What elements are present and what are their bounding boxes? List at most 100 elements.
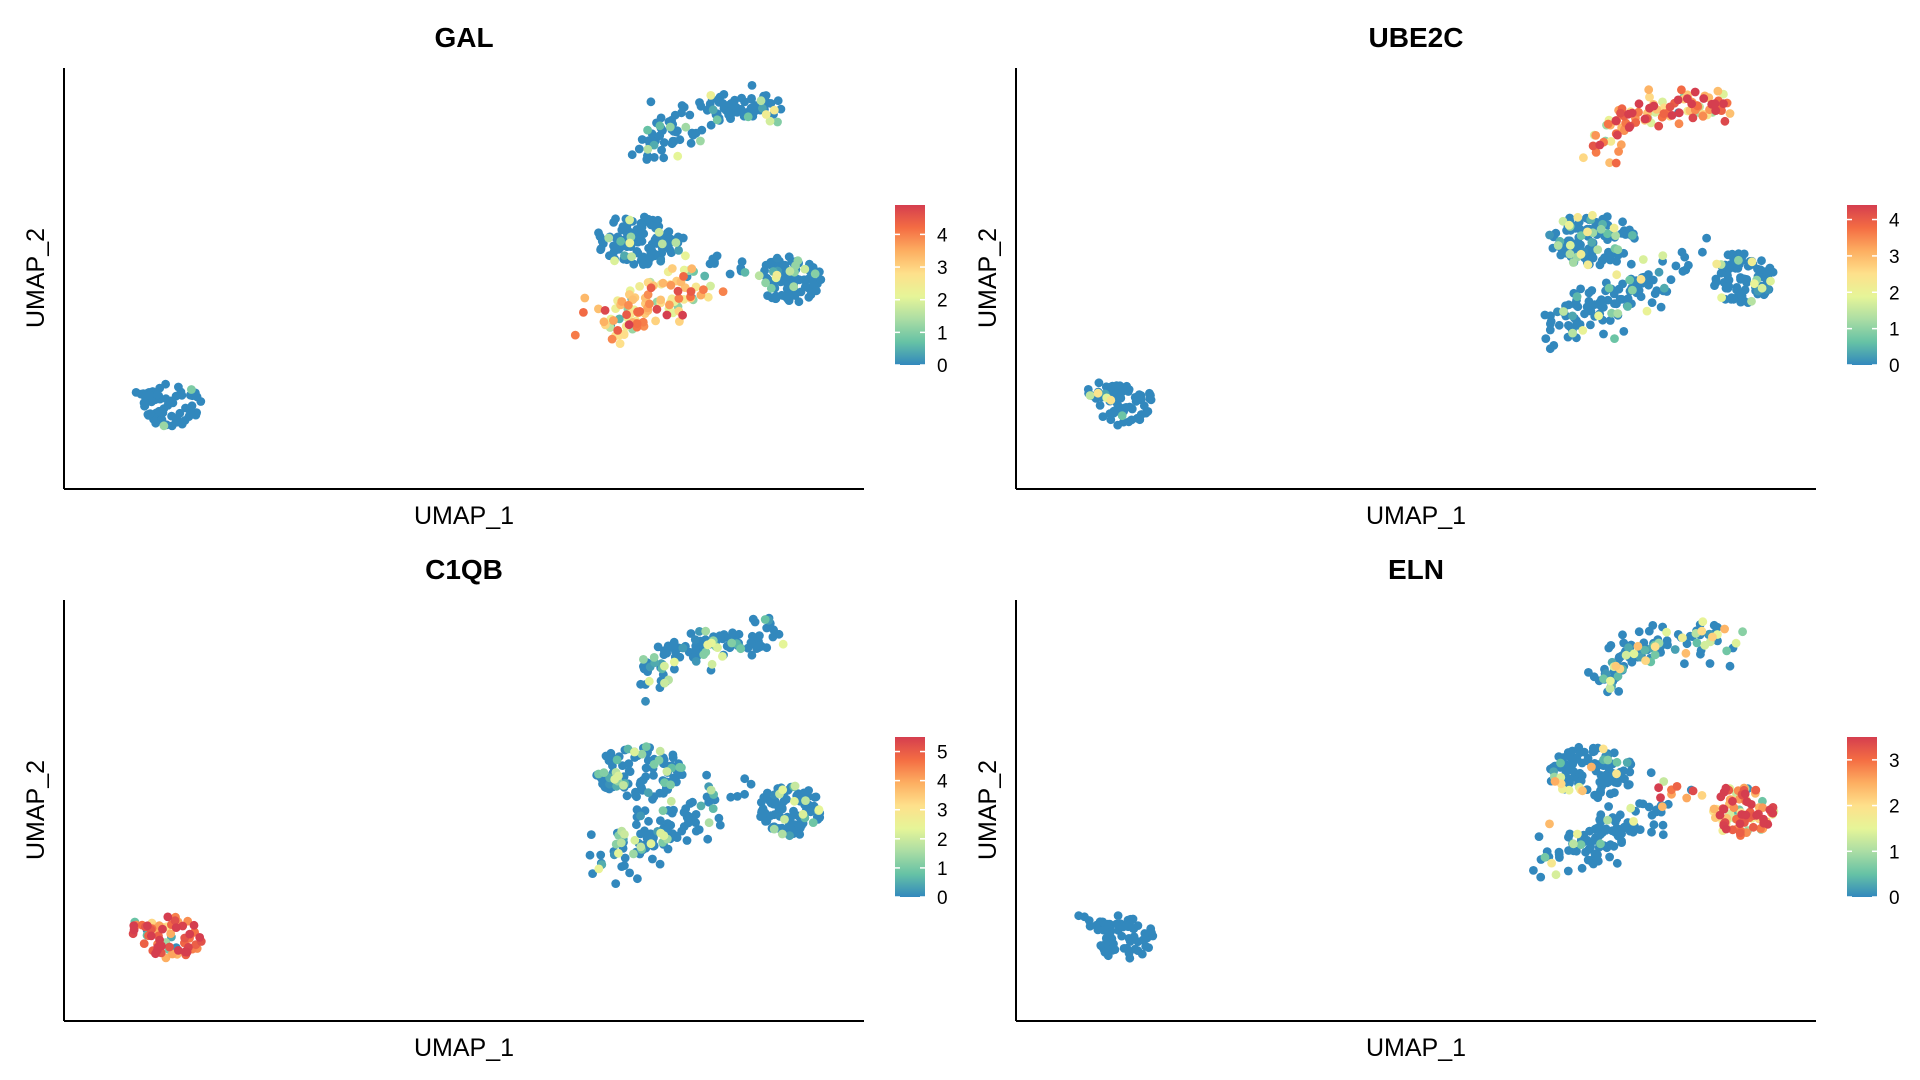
cell-point xyxy=(743,112,753,122)
cell-point xyxy=(706,281,715,291)
cell-point xyxy=(1624,123,1634,132)
cell-point xyxy=(691,810,701,819)
cell-point xyxy=(675,762,684,772)
scatter-points xyxy=(128,613,825,963)
cell-point xyxy=(627,150,637,160)
cell-point xyxy=(632,820,641,830)
cell-point xyxy=(642,155,652,164)
cell-point xyxy=(671,238,681,248)
cell-point xyxy=(652,304,662,314)
cell-point xyxy=(662,767,672,776)
color-legend: 0 1 2 3 4 xyxy=(895,205,948,377)
cell-point xyxy=(746,779,756,789)
cell-point xyxy=(1598,744,1608,754)
cell-point xyxy=(1716,268,1726,278)
cell-point xyxy=(1640,114,1650,124)
cell-point xyxy=(812,286,821,296)
cell-point xyxy=(1540,852,1550,862)
cell-point xyxy=(660,678,669,688)
cell-point xyxy=(1690,87,1700,97)
panel-eln: ELN UMAP_1 UMAP_2 0 1 2 3 xyxy=(974,554,1900,1062)
cell-point xyxy=(586,830,596,839)
cell-point xyxy=(1573,212,1583,222)
cell-point xyxy=(632,319,642,328)
cell-point xyxy=(1572,754,1582,763)
cell-point xyxy=(1751,785,1761,795)
cell-point xyxy=(769,824,779,834)
cell-point xyxy=(625,868,634,878)
cell-point xyxy=(1713,86,1723,96)
cell-point xyxy=(725,269,735,279)
cell-point xyxy=(1105,409,1115,419)
cell-point xyxy=(1133,921,1143,930)
cell-point xyxy=(1556,758,1565,768)
color-scale-tick-label: 2 xyxy=(937,830,948,851)
color-legend: 0 1 2 3 xyxy=(1847,737,1900,909)
cell-point xyxy=(773,96,783,106)
cell-point xyxy=(1129,932,1139,942)
cell-point xyxy=(760,615,770,624)
cell-point xyxy=(761,110,771,119)
cell-point xyxy=(662,233,671,243)
cell-point xyxy=(1573,829,1582,839)
cell-point xyxy=(1650,289,1660,299)
cell-point xyxy=(1122,381,1132,391)
cell-point xyxy=(703,640,713,650)
cell-point xyxy=(641,696,650,706)
cell-point xyxy=(713,643,722,652)
cell-point xyxy=(1711,106,1721,115)
cell-point xyxy=(1619,766,1628,776)
cell-point xyxy=(1650,650,1660,660)
cell-point xyxy=(737,257,747,267)
cell-point xyxy=(724,110,733,120)
cell-point xyxy=(733,792,742,801)
cell-point xyxy=(634,144,644,154)
cell-point xyxy=(1106,395,1116,405)
cell-point xyxy=(740,789,749,799)
cell-point xyxy=(1666,275,1676,285)
cell-point xyxy=(633,874,642,884)
cell-point xyxy=(1748,822,1758,832)
cell-point xyxy=(726,99,736,108)
cell-point xyxy=(1113,911,1123,920)
cell-point xyxy=(633,237,643,247)
cell-point xyxy=(143,410,153,419)
cell-point xyxy=(655,859,665,869)
cell-point xyxy=(165,942,174,952)
cell-point xyxy=(667,264,677,273)
panel-title: C1QB xyxy=(425,554,503,585)
cell-point xyxy=(1710,99,1720,109)
cell-point xyxy=(1678,266,1688,276)
cell-point xyxy=(1540,310,1550,320)
cell-point xyxy=(1603,755,1613,765)
cell-point xyxy=(715,631,725,641)
cell-point xyxy=(1724,281,1733,291)
cell-point xyxy=(702,792,712,802)
x-axis-label: UMAP_1 xyxy=(414,502,514,530)
cell-point xyxy=(1720,624,1729,634)
cell-point xyxy=(655,131,665,141)
cell-point xyxy=(791,261,800,271)
cell-point xyxy=(173,946,183,955)
cell-point xyxy=(1638,255,1648,264)
panel-c1qb: C1QB UMAP_1 UMAP_2 0 1 2 3 4 5 xyxy=(22,554,948,1062)
cell-point xyxy=(1635,799,1644,808)
cell-point xyxy=(656,295,666,305)
cell-point xyxy=(1122,944,1132,954)
cell-point xyxy=(706,120,716,130)
cell-point xyxy=(1569,767,1579,777)
cell-point xyxy=(1604,763,1614,773)
cell-point xyxy=(1650,642,1660,652)
cell-point xyxy=(624,300,633,310)
cell-point xyxy=(1599,302,1608,312)
panel-gal: GAL UMAP_1 UMAP_2 0 1 2 3 4 xyxy=(22,22,948,530)
cell-point xyxy=(686,138,696,148)
cell-point xyxy=(1642,306,1652,316)
cell-point xyxy=(1665,102,1675,112)
cell-point xyxy=(159,404,169,414)
cell-point xyxy=(1670,645,1680,654)
color-scale-tick-label: 2 xyxy=(1889,797,1900,818)
cell-point xyxy=(679,808,689,817)
cell-point xyxy=(677,101,687,110)
cell-point xyxy=(1093,388,1103,398)
